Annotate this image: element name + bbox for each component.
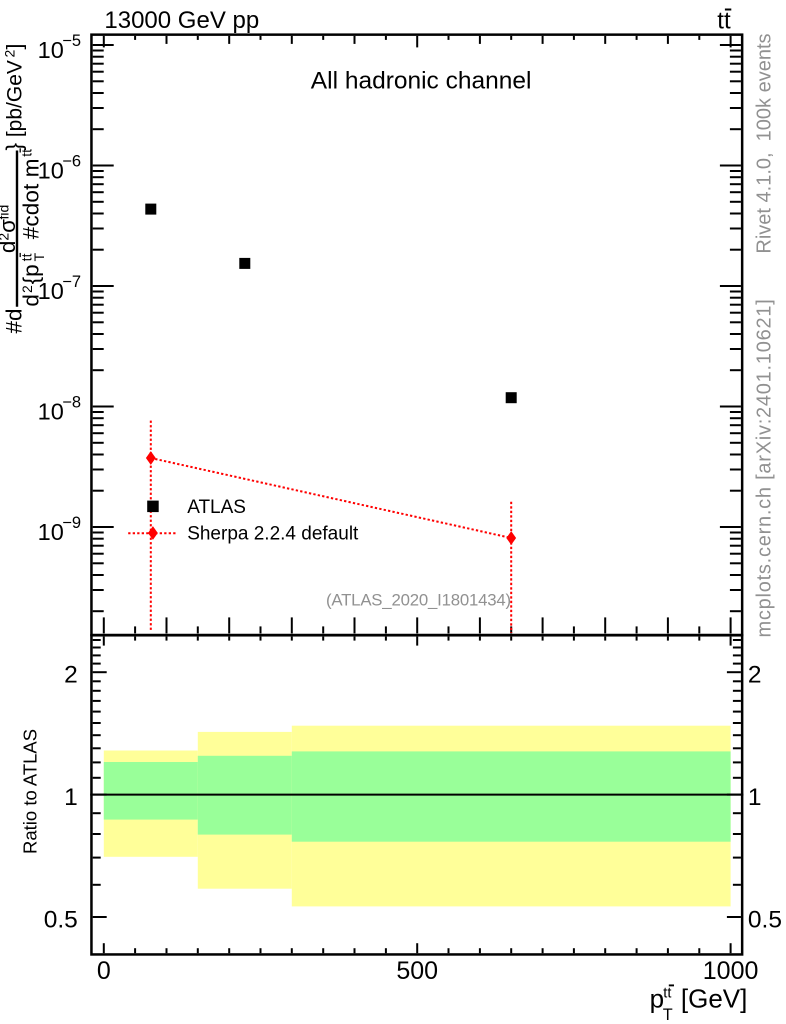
svg-text:10: 10: [38, 519, 64, 545]
svg-text:Ratio to ATLAS: Ratio to ATLAS: [19, 729, 40, 854]
svg-text:ATLAS: ATLAS: [187, 497, 246, 518]
svg-text:10: 10: [38, 398, 64, 424]
svg-text:500: 500: [396, 957, 438, 985]
svg-text:tt: tt: [19, 149, 35, 157]
svg-text:#d: #d: [2, 308, 27, 333]
svg-text:10: 10: [38, 157, 64, 183]
svg-text:1: 1: [748, 784, 762, 811]
svg-text:tt: tt: [19, 253, 35, 261]
svg-text:10: 10: [38, 278, 64, 304]
svg-text:}: }: [2, 143, 27, 151]
svg-text:2: 2: [2, 50, 18, 58]
svg-text:tt: tt: [717, 8, 731, 35]
svg-text:]: ]: [4, 44, 27, 50]
svg-text:0.5: 0.5: [44, 906, 78, 933]
svg-text:0.5: 0.5: [748, 906, 782, 933]
svg-text:T: T: [663, 1006, 673, 1024]
svg-text:−6: −6: [62, 153, 81, 171]
svg-text:[pb/GeV: [pb/GeV: [4, 60, 27, 143]
svg-text:mcplots.cern.ch [arXiv:2401.10: mcplots.cern.ch [arXiv:2401.10621]: [754, 298, 776, 637]
svg-text:Sherpa 2.2.4 default: Sherpa 2.2.4 default: [187, 524, 359, 545]
svg-text:−8: −8: [62, 394, 81, 412]
svg-text:fid: fid: [0, 205, 12, 220]
svg-text:All hadronic channel: All hadronic channel: [311, 68, 532, 95]
svg-text:tt: tt: [663, 985, 671, 1001]
svg-text:1000: 1000: [703, 957, 759, 985]
svg-text:2: 2: [0, 233, 12, 241]
svg-text:10: 10: [38, 37, 64, 63]
svg-text:d: d: [19, 294, 44, 307]
svg-text:1: 1: [64, 784, 78, 811]
svg-text:(ATLAS_2020_I1801434): (ATLAS_2020_I1801434): [326, 590, 511, 609]
svg-text:−5: −5: [62, 32, 81, 50]
svg-text:{p: {p: [19, 264, 44, 284]
svg-text:−9: −9: [62, 514, 81, 532]
svg-text:2: 2: [64, 662, 78, 689]
svg-text:Rivet 4.1.0, 100k events: Rivet 4.1.0, 100k events: [754, 33, 776, 253]
svg-text:13000 GeV pp: 13000 GeV pp: [104, 7, 259, 34]
svg-text:σ: σ: [0, 219, 20, 233]
svg-text:2: 2: [748, 662, 762, 689]
svg-text:p: p: [650, 984, 664, 1014]
svg-text:[GeV]: [GeV]: [681, 984, 747, 1014]
svg-text:2: 2: [19, 285, 35, 293]
svg-text:#cdot m: #cdot m: [19, 158, 44, 239]
svg-text:−7: −7: [62, 273, 81, 291]
svg-text:d: d: [0, 241, 20, 254]
svg-text:T: T: [31, 252, 47, 261]
svg-text:0: 0: [97, 957, 111, 985]
